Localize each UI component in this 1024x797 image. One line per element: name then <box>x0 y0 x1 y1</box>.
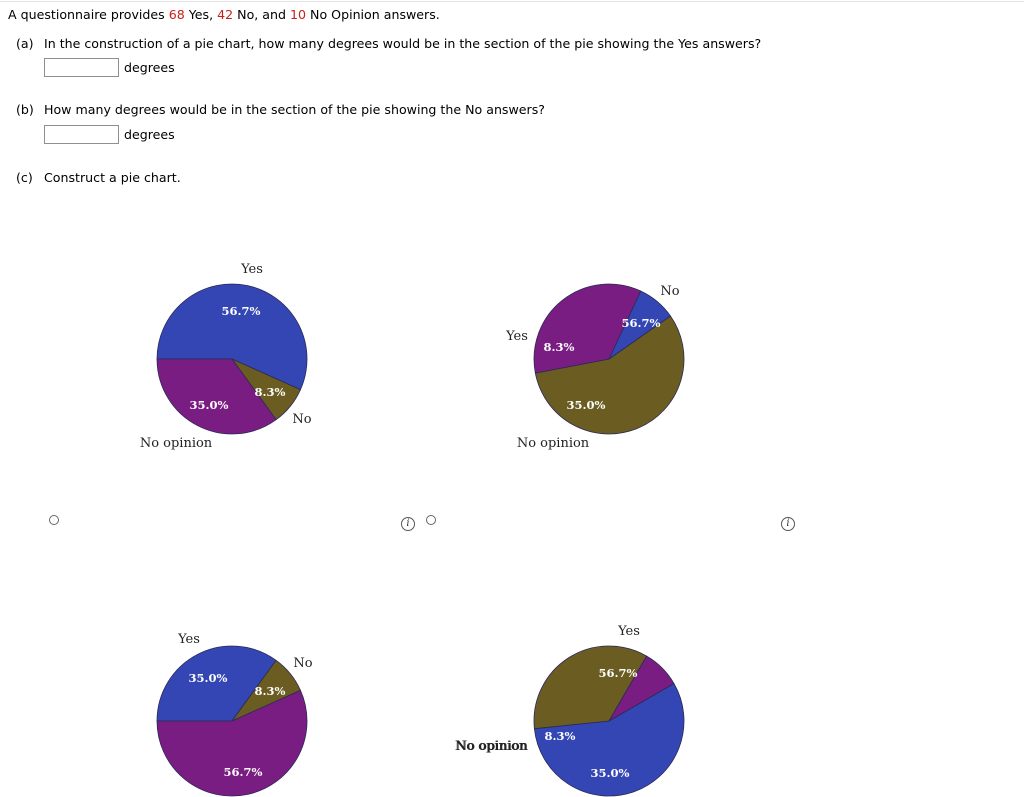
pie-slice-yes <box>533 682 685 797</box>
pie-pct-label: 56.7% <box>222 304 261 318</box>
part-c-label: (c) <box>16 170 33 185</box>
pie-category-label: No <box>660 284 679 299</box>
pie-category-label: Yes <box>617 624 640 639</box>
pie-slice-yes <box>608 290 671 361</box>
pie-chart-1: 56.7% Yes 8.3% No 35.0% No opinion <box>140 262 312 451</box>
option-a-radio[interactable] <box>49 515 59 525</box>
pie-chart-3: 35.0% Yes 8.3% No 56.7% No opinion <box>156 632 528 797</box>
pie-pct-label: 8.3% <box>255 684 286 698</box>
intro-text: Yes, <box>184 7 218 22</box>
pie-category-label: Yes <box>177 632 200 647</box>
part-b-question: How many degrees would be in the section… <box>44 102 545 117</box>
pie-chart-2: 56.7% No 35.0% No opinion 8.3% Yes <box>505 283 685 451</box>
pie-category-label: Yes <box>505 329 528 344</box>
pie-slice-yes <box>156 645 277 722</box>
pie-slice-yes <box>156 283 308 391</box>
pie-category-label: No opinion <box>456 739 529 754</box>
part-a-degrees-input[interactable] <box>44 58 119 77</box>
part-a-label: (a) <box>16 36 34 51</box>
info-icon[interactable]: i <box>401 517 415 531</box>
pie-category-label: Yes <box>240 262 263 277</box>
part-a-question: In the construction of a pie chart, how … <box>44 36 762 51</box>
pie-slice-no-opinion <box>156 358 277 435</box>
part-b-label: (b) <box>16 102 34 117</box>
no-opinion-count: 10 <box>290 7 307 22</box>
pie-pct-label: 35.0% <box>190 398 229 412</box>
yes-count: 68 <box>168 7 185 22</box>
pie-pct-label: 35.0% <box>591 766 630 780</box>
pie-pct-label: 8.3% <box>255 385 286 399</box>
pie-pct-label: 56.7% <box>224 765 263 779</box>
part-c-question: Construct a pie chart. <box>44 170 181 185</box>
pie-pct-label: 35.0% <box>567 398 606 412</box>
no-count: 42 <box>217 7 234 22</box>
part-a-unit: degrees <box>124 60 175 75</box>
pie-category-label: No opinion <box>517 436 590 451</box>
pie-slice-no <box>534 315 685 435</box>
pie-pct-label: 35.0% <box>189 671 228 685</box>
pie-pct-label: 56.7% <box>599 666 638 680</box>
pie-pct-label: 8.3% <box>545 729 576 743</box>
pie-category-label: No <box>292 412 311 427</box>
pie-slice-no <box>533 645 648 730</box>
pie-slice-no-opinion <box>607 655 675 723</box>
intro-text: No, and <box>233 7 290 22</box>
top-divider <box>0 1 1024 2</box>
part-b-unit: degrees <box>124 127 175 142</box>
pie-pct-label: 56.7% <box>622 316 661 330</box>
pie-chart-4: 56.7% Yes 35.0% 8.3% No opinion <box>456 624 685 797</box>
info-icon[interactable]: i <box>781 517 795 531</box>
intro-text: A questionnaire provides <box>8 7 169 22</box>
pie-slice-no-opinion <box>156 689 308 797</box>
pie-category-label: No <box>293 656 312 671</box>
option-b-radio[interactable] <box>426 515 436 525</box>
intro-text: No Opinion answers. <box>306 7 440 22</box>
question-intro: A questionnaire provides 68 Yes, 42 No, … <box>8 7 440 23</box>
pie-category-label: No opinion <box>140 436 213 451</box>
part-b-degrees-input[interactable] <box>44 125 119 144</box>
pie-slice-no-opinion <box>533 283 642 374</box>
pie-category-label: No opinion <box>455 739 528 754</box>
pie-pct-label: 8.3% <box>544 340 575 354</box>
